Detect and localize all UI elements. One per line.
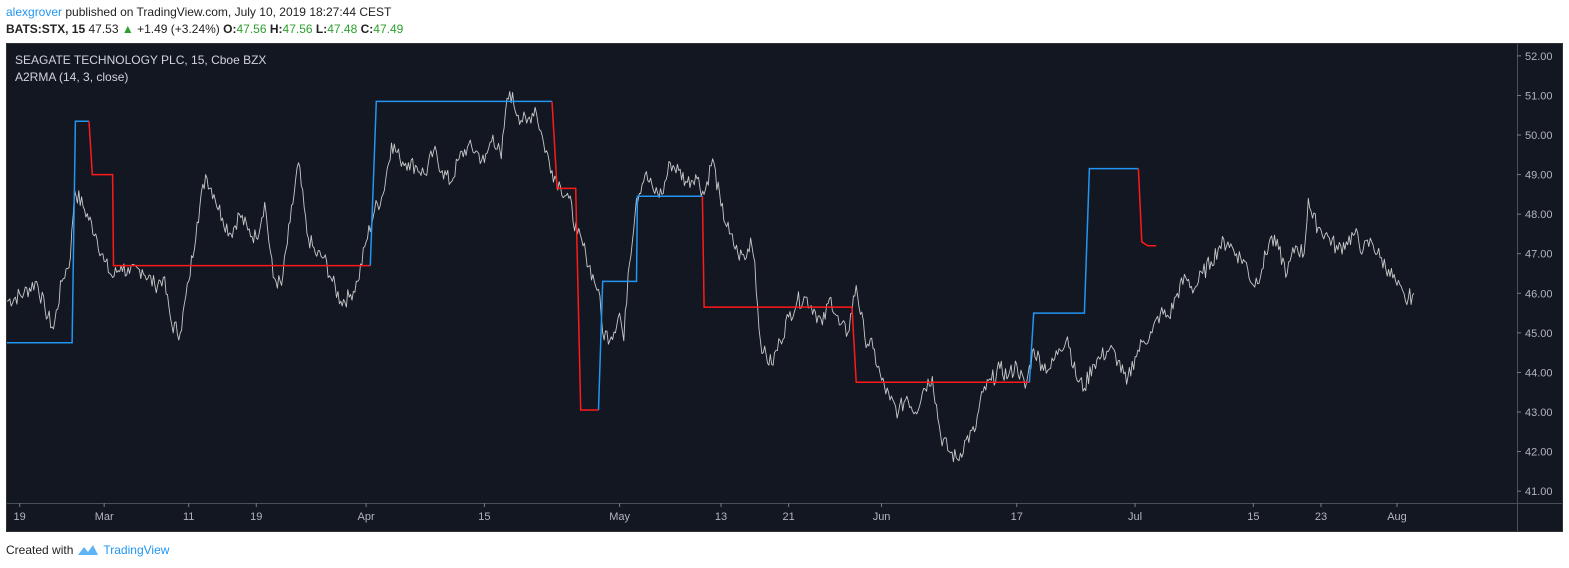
low-value: 47.48 — [327, 22, 358, 36]
chart-title: SEAGATE TECHNOLOGY PLC, 15, Cboe BZX — [15, 53, 266, 67]
a2rma-down-segment — [88, 121, 371, 267]
a2rma-down-segment — [1137, 168, 1157, 247]
tradingview-link[interactable]: TradingView — [103, 543, 170, 557]
y-tick-label: 44.00 — [1525, 367, 1553, 379]
x-tick-label: 17 — [1011, 511, 1023, 523]
y-tick-label: 42.00 — [1525, 447, 1553, 459]
close-label: C: — [360, 22, 374, 36]
author-link[interactable]: alexgrover — [6, 5, 63, 19]
price-series-line — [6, 91, 1415, 463]
a2rma-up-segment — [7, 120, 89, 344]
last-price: 47.53 — [88, 22, 119, 36]
x-tick-label: 19 — [14, 511, 26, 523]
chart-frame — [6, 43, 1563, 532]
x-tick-label: 15 — [1247, 511, 1259, 523]
footer: Created with TradingView — [6, 543, 169, 557]
x-tick-label: 13 — [715, 511, 727, 523]
price-axis-background — [1517, 44, 1562, 503]
a2rma-up-segment — [1028, 167, 1139, 383]
x-tick-label: Apr — [358, 511, 375, 523]
y-tick-label: 41.00 — [1525, 486, 1553, 498]
publish-text: published on TradingView.com, July 10, 2… — [65, 5, 392, 19]
tradingview-logo-icon — [78, 545, 99, 555]
x-tick-label: 23 — [1315, 511, 1327, 523]
y-tick-label: 45.00 — [1525, 328, 1553, 340]
x-tick-label: May — [609, 511, 630, 523]
open-label: O: — [223, 22, 237, 36]
symbol-label: BATS:STX, 15 — [6, 22, 86, 36]
x-tick-label: Aug — [1387, 511, 1407, 523]
x-tick-label: 19 — [250, 511, 262, 523]
high-value: 47.56 — [282, 22, 313, 36]
y-tick-label: 49.00 — [1525, 170, 1553, 182]
publish-info: alexgrover published on TradingView.com,… — [6, 5, 391, 19]
x-tick-label: Mar — [95, 511, 114, 523]
x-tick-label: 11 — [183, 511, 194, 523]
time-axis-background — [7, 503, 1562, 531]
up-arrow-icon: ▲ — [121, 22, 134, 36]
a2rma-up-segment — [597, 195, 703, 411]
x-tick-label: 15 — [478, 511, 490, 523]
y-tick-label: 46.00 — [1525, 288, 1553, 300]
created-with-text: Created with — [6, 543, 74, 557]
y-tick-label: 43.00 — [1525, 407, 1553, 419]
y-tick-label: 52.00 — [1525, 51, 1553, 63]
a2rma-up-segment — [369, 100, 552, 266]
x-tick-label: Jul — [1128, 511, 1142, 523]
y-tick-label: 50.00 — [1525, 130, 1553, 142]
high-label: H: — [269, 22, 283, 36]
x-tick-label: 21 — [782, 511, 794, 523]
low-label: L: — [315, 22, 328, 36]
y-tick-label: 51.00 — [1525, 90, 1553, 102]
plot-background — [7, 44, 1517, 503]
open-value: 47.56 — [236, 22, 267, 36]
ohlc-bar: BATS:STX, 15 47.53 ▲ +1.49 (+3.24%) O:47… — [6, 22, 403, 36]
close-value: 47.49 — [373, 22, 404, 36]
x-tick-label: Jun — [873, 511, 891, 523]
y-tick-label: 48.00 — [1525, 209, 1553, 221]
a2rma-down-segment — [701, 196, 1030, 384]
y-tick-label: 47.00 — [1525, 249, 1553, 261]
change-value: +1.49 (+3.24%) — [137, 22, 220, 36]
a2rma-down-segment — [551, 101, 599, 411]
indicator-label: A2RMA (14, 3, close) — [15, 70, 128, 84]
